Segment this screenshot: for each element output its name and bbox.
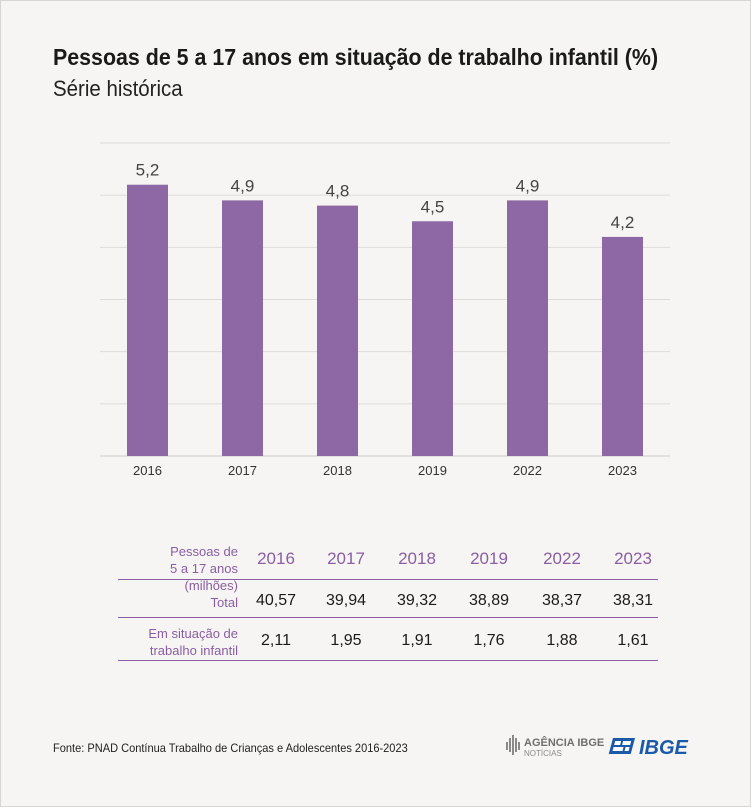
x-tick-label-2016: 2016 bbox=[133, 463, 162, 478]
table-year-2019: 2019 bbox=[470, 549, 508, 568]
table-cell: 1,91 bbox=[401, 632, 433, 649]
row-label-line: trabalho infantil bbox=[149, 643, 238, 658]
table-cell: 39,32 bbox=[396, 592, 438, 609]
table-cell: 1,61 bbox=[617, 632, 649, 649]
table-row-label-child-labor: Em situação de trabalho infantil bbox=[118, 625, 238, 659]
table-rule bbox=[118, 579, 658, 580]
bar-2018 bbox=[317, 205, 358, 456]
data-label-2019: 4,5 bbox=[421, 197, 445, 216]
ibge-logo-text: IBGE bbox=[639, 737, 689, 759]
table-year-2022: 2022 bbox=[543, 549, 581, 568]
data-label-2022: 4,9 bbox=[516, 176, 540, 195]
table-cell: 1,88 bbox=[546, 632, 578, 649]
data-label-2016: 5,2 bbox=[136, 161, 160, 180]
table-cell: 39,94 bbox=[325, 592, 367, 609]
data-label-2017: 4,9 bbox=[231, 176, 255, 195]
chart-title: Pessoas de 5 a 17 anos em situação de tr… bbox=[53, 44, 659, 70]
table-year-2018: 2018 bbox=[398, 549, 436, 568]
table-cell: 1,95 bbox=[330, 632, 362, 649]
agencia-logo-line2: NOTÍCIAS bbox=[524, 749, 562, 758]
data-label-2023: 4,2 bbox=[611, 213, 635, 232]
bar-2023 bbox=[602, 236, 643, 456]
bar-2022 bbox=[507, 200, 548, 456]
data-label-2018: 4,8 bbox=[326, 182, 350, 201]
table-row-label-total: Total bbox=[118, 594, 238, 611]
x-tick-label-2023: 2023 bbox=[608, 463, 637, 478]
table-header-label: Pessoas de 5 a 17 anos (milhões) bbox=[118, 543, 238, 594]
bar-2017 bbox=[222, 200, 263, 456]
table-cell: 2,11 bbox=[261, 632, 291, 649]
table-cell: 38,89 bbox=[468, 592, 510, 609]
table-cell: 38,37 bbox=[541, 592, 583, 609]
x-tick-label-2017: 2017 bbox=[228, 463, 257, 478]
table-cell: 40,57 bbox=[255, 592, 297, 609]
bar-chart: 5,2 2016 4,9 2017 4,8 2018 4,5 2019 4,9 2022 4,2 20… bbox=[100, 142, 670, 478]
agencia-logo-line1: AGÊNCIA IBGE bbox=[524, 736, 604, 749]
x-tick-label-2019: 2019 bbox=[418, 463, 447, 478]
table-header-label-line2: 5 a 17 anos (milhões) bbox=[170, 561, 238, 593]
source-note: Fonte: PNAD Contínua Trabalho de Criança… bbox=[53, 741, 408, 755]
row-label-line: Total bbox=[210, 595, 238, 610]
ibge-logo: IBGE bbox=[608, 737, 689, 759]
table-rule bbox=[118, 617, 658, 618]
bar-2016 bbox=[127, 184, 168, 456]
table-rule bbox=[118, 660, 658, 661]
table-year-2017: 2017 bbox=[327, 549, 365, 568]
table-year-2016: 2016 bbox=[257, 549, 295, 568]
x-tick-label-2022: 2022 bbox=[513, 463, 542, 478]
table-header-label-line1: Pessoas de bbox=[170, 544, 238, 559]
agencia-ibge-logo: AGÊNCIA IBGE NOTÍCIAS bbox=[506, 735, 604, 758]
table-year-2023: 2023 bbox=[614, 549, 652, 568]
table-cell: 38,31 bbox=[612, 592, 654, 609]
row-label-line: Em situação de bbox=[148, 626, 238, 641]
x-tick-label-2018: 2018 bbox=[323, 463, 352, 478]
table-cell: 1,76 bbox=[473, 632, 505, 649]
bar-2019 bbox=[412, 221, 453, 456]
chart-subtitle: Série histórica bbox=[53, 76, 183, 101]
